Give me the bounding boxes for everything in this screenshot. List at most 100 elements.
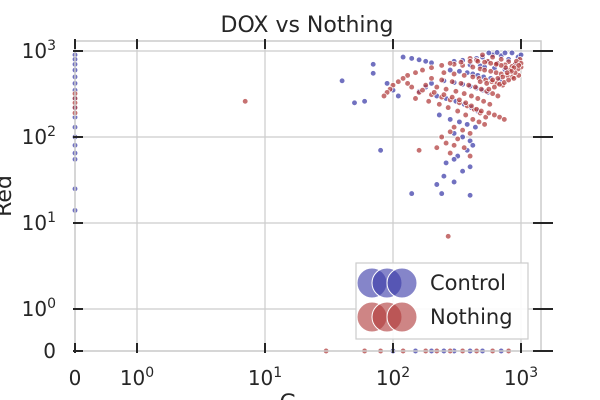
legend-label-nothing: Nothing xyxy=(430,305,513,329)
nothing-point-50 xyxy=(486,101,493,108)
nothing-point-72 xyxy=(466,130,474,137)
nothing-point-75 xyxy=(442,139,450,147)
control-point-52 xyxy=(466,163,474,170)
nothing-point-90 xyxy=(456,96,463,104)
nothing-point-18 xyxy=(487,68,494,75)
control-point-59 xyxy=(466,192,474,199)
nothing-point-33 xyxy=(438,76,445,84)
x-tick-label-2: 101 xyxy=(248,365,282,390)
control-point-67 xyxy=(351,99,358,106)
nothing-point-127 xyxy=(380,92,388,100)
legend-label-control: Control xyxy=(430,271,506,295)
nothing-point-88 xyxy=(440,91,448,98)
nothing-point-99 xyxy=(485,86,492,93)
nothing-point-48 xyxy=(474,95,481,102)
nothing-point-122 xyxy=(399,75,407,82)
nothing-point-91 xyxy=(462,99,469,106)
nothing-point-73 xyxy=(438,133,445,141)
nothing-point-63 xyxy=(445,104,452,111)
nothing-point-84 xyxy=(404,80,411,87)
control-point-56 xyxy=(433,181,440,188)
nothing-point-117 xyxy=(438,62,445,69)
control-point-65 xyxy=(395,92,402,100)
control-point-77 xyxy=(501,49,509,57)
nothing-point-44 xyxy=(442,86,450,93)
nothing-point-2 xyxy=(498,56,505,63)
nothing-point-134 xyxy=(504,69,511,76)
nothing-point-17 xyxy=(481,66,488,74)
control-point-39 xyxy=(436,111,443,119)
nothing-point-120 xyxy=(412,69,419,76)
nothing-point-123 xyxy=(395,78,402,85)
control-point-41 xyxy=(456,118,463,126)
nothing-point-110 xyxy=(493,61,500,68)
nothing-point-65 xyxy=(462,111,469,119)
nothing-point-71 xyxy=(447,128,454,135)
y-tick-labels: 0 100 101 102 103 xyxy=(22,38,56,363)
y-tick-label-0: 0 xyxy=(43,339,56,363)
y-axis-label: Red xyxy=(0,175,17,217)
control-point-43 xyxy=(472,124,479,131)
control-point-55 xyxy=(450,178,458,186)
nothing-point-103 xyxy=(505,76,512,84)
control-point-61 xyxy=(370,61,377,68)
nothing-point-34 xyxy=(449,78,456,85)
nothing-point-59 xyxy=(482,114,489,121)
nothing-point-32 xyxy=(428,75,435,82)
control-point-79 xyxy=(485,49,492,57)
y-tick-label-4: 103 xyxy=(22,38,56,63)
nothing-point-26 xyxy=(469,73,476,81)
nothing-point-0 xyxy=(479,51,486,59)
chart-title: DOX vs Nothing xyxy=(221,13,394,38)
nothing-point-25 xyxy=(461,72,468,79)
nothing-point-94 xyxy=(478,107,485,115)
control-point-62 xyxy=(370,70,377,77)
nothing-point-36 xyxy=(465,82,472,89)
x-axis-label: G xyxy=(279,391,296,400)
x-tick-label-1: 100 xyxy=(120,365,154,390)
y-tick-label-1: 100 xyxy=(22,296,56,321)
nothing-point-23 xyxy=(440,69,448,76)
y-tick-label-3: 102 xyxy=(22,124,56,149)
nothing-point-136 xyxy=(494,75,502,82)
nothing-point-49 xyxy=(480,98,487,105)
control-point-72 xyxy=(422,58,429,65)
nothing-point-66 xyxy=(469,116,476,123)
nothing-point-83 xyxy=(242,98,249,105)
nothing-point-89 xyxy=(449,94,456,101)
control-point-78 xyxy=(493,49,501,56)
control-point-42 xyxy=(464,121,471,128)
control-point-57 xyxy=(408,190,415,197)
nothing-point-76 xyxy=(450,142,458,149)
nothing-point-15 xyxy=(469,63,476,71)
nothing-point-43 xyxy=(433,83,440,91)
series-nothing xyxy=(71,51,525,355)
nothing-point-114 xyxy=(466,58,474,65)
legend: Control Nothing xyxy=(355,262,529,340)
control-point-16 xyxy=(456,68,463,75)
nothing-point-61 xyxy=(425,98,432,105)
control-point-51 xyxy=(442,159,450,167)
nothing-point-74 xyxy=(454,135,461,143)
nothing-point-85 xyxy=(408,83,415,91)
nothing-point-119 xyxy=(419,66,426,74)
nothing-point-45 xyxy=(452,88,460,95)
nothing-point-42 xyxy=(422,82,429,89)
nothing-point-118 xyxy=(428,64,435,71)
nothing-point-96 xyxy=(491,111,498,119)
control-point-71 xyxy=(415,56,423,63)
nothing-point-62 xyxy=(436,101,443,108)
nothing-point-138 xyxy=(483,80,490,87)
nothing-point-112 xyxy=(481,59,488,66)
legend-marker-nothing-2 xyxy=(386,301,418,333)
control-point-68 xyxy=(338,77,346,84)
control-point-60 xyxy=(377,147,384,154)
nothing-point-95 xyxy=(485,109,492,117)
nothing-point-64 xyxy=(454,107,461,115)
x-tick-label-3: 102 xyxy=(376,365,410,390)
nothing-point-67 xyxy=(475,118,483,126)
nothing-point-81 xyxy=(466,152,474,160)
nothing-point-70 xyxy=(459,127,466,134)
plot-frame xyxy=(74,40,542,352)
